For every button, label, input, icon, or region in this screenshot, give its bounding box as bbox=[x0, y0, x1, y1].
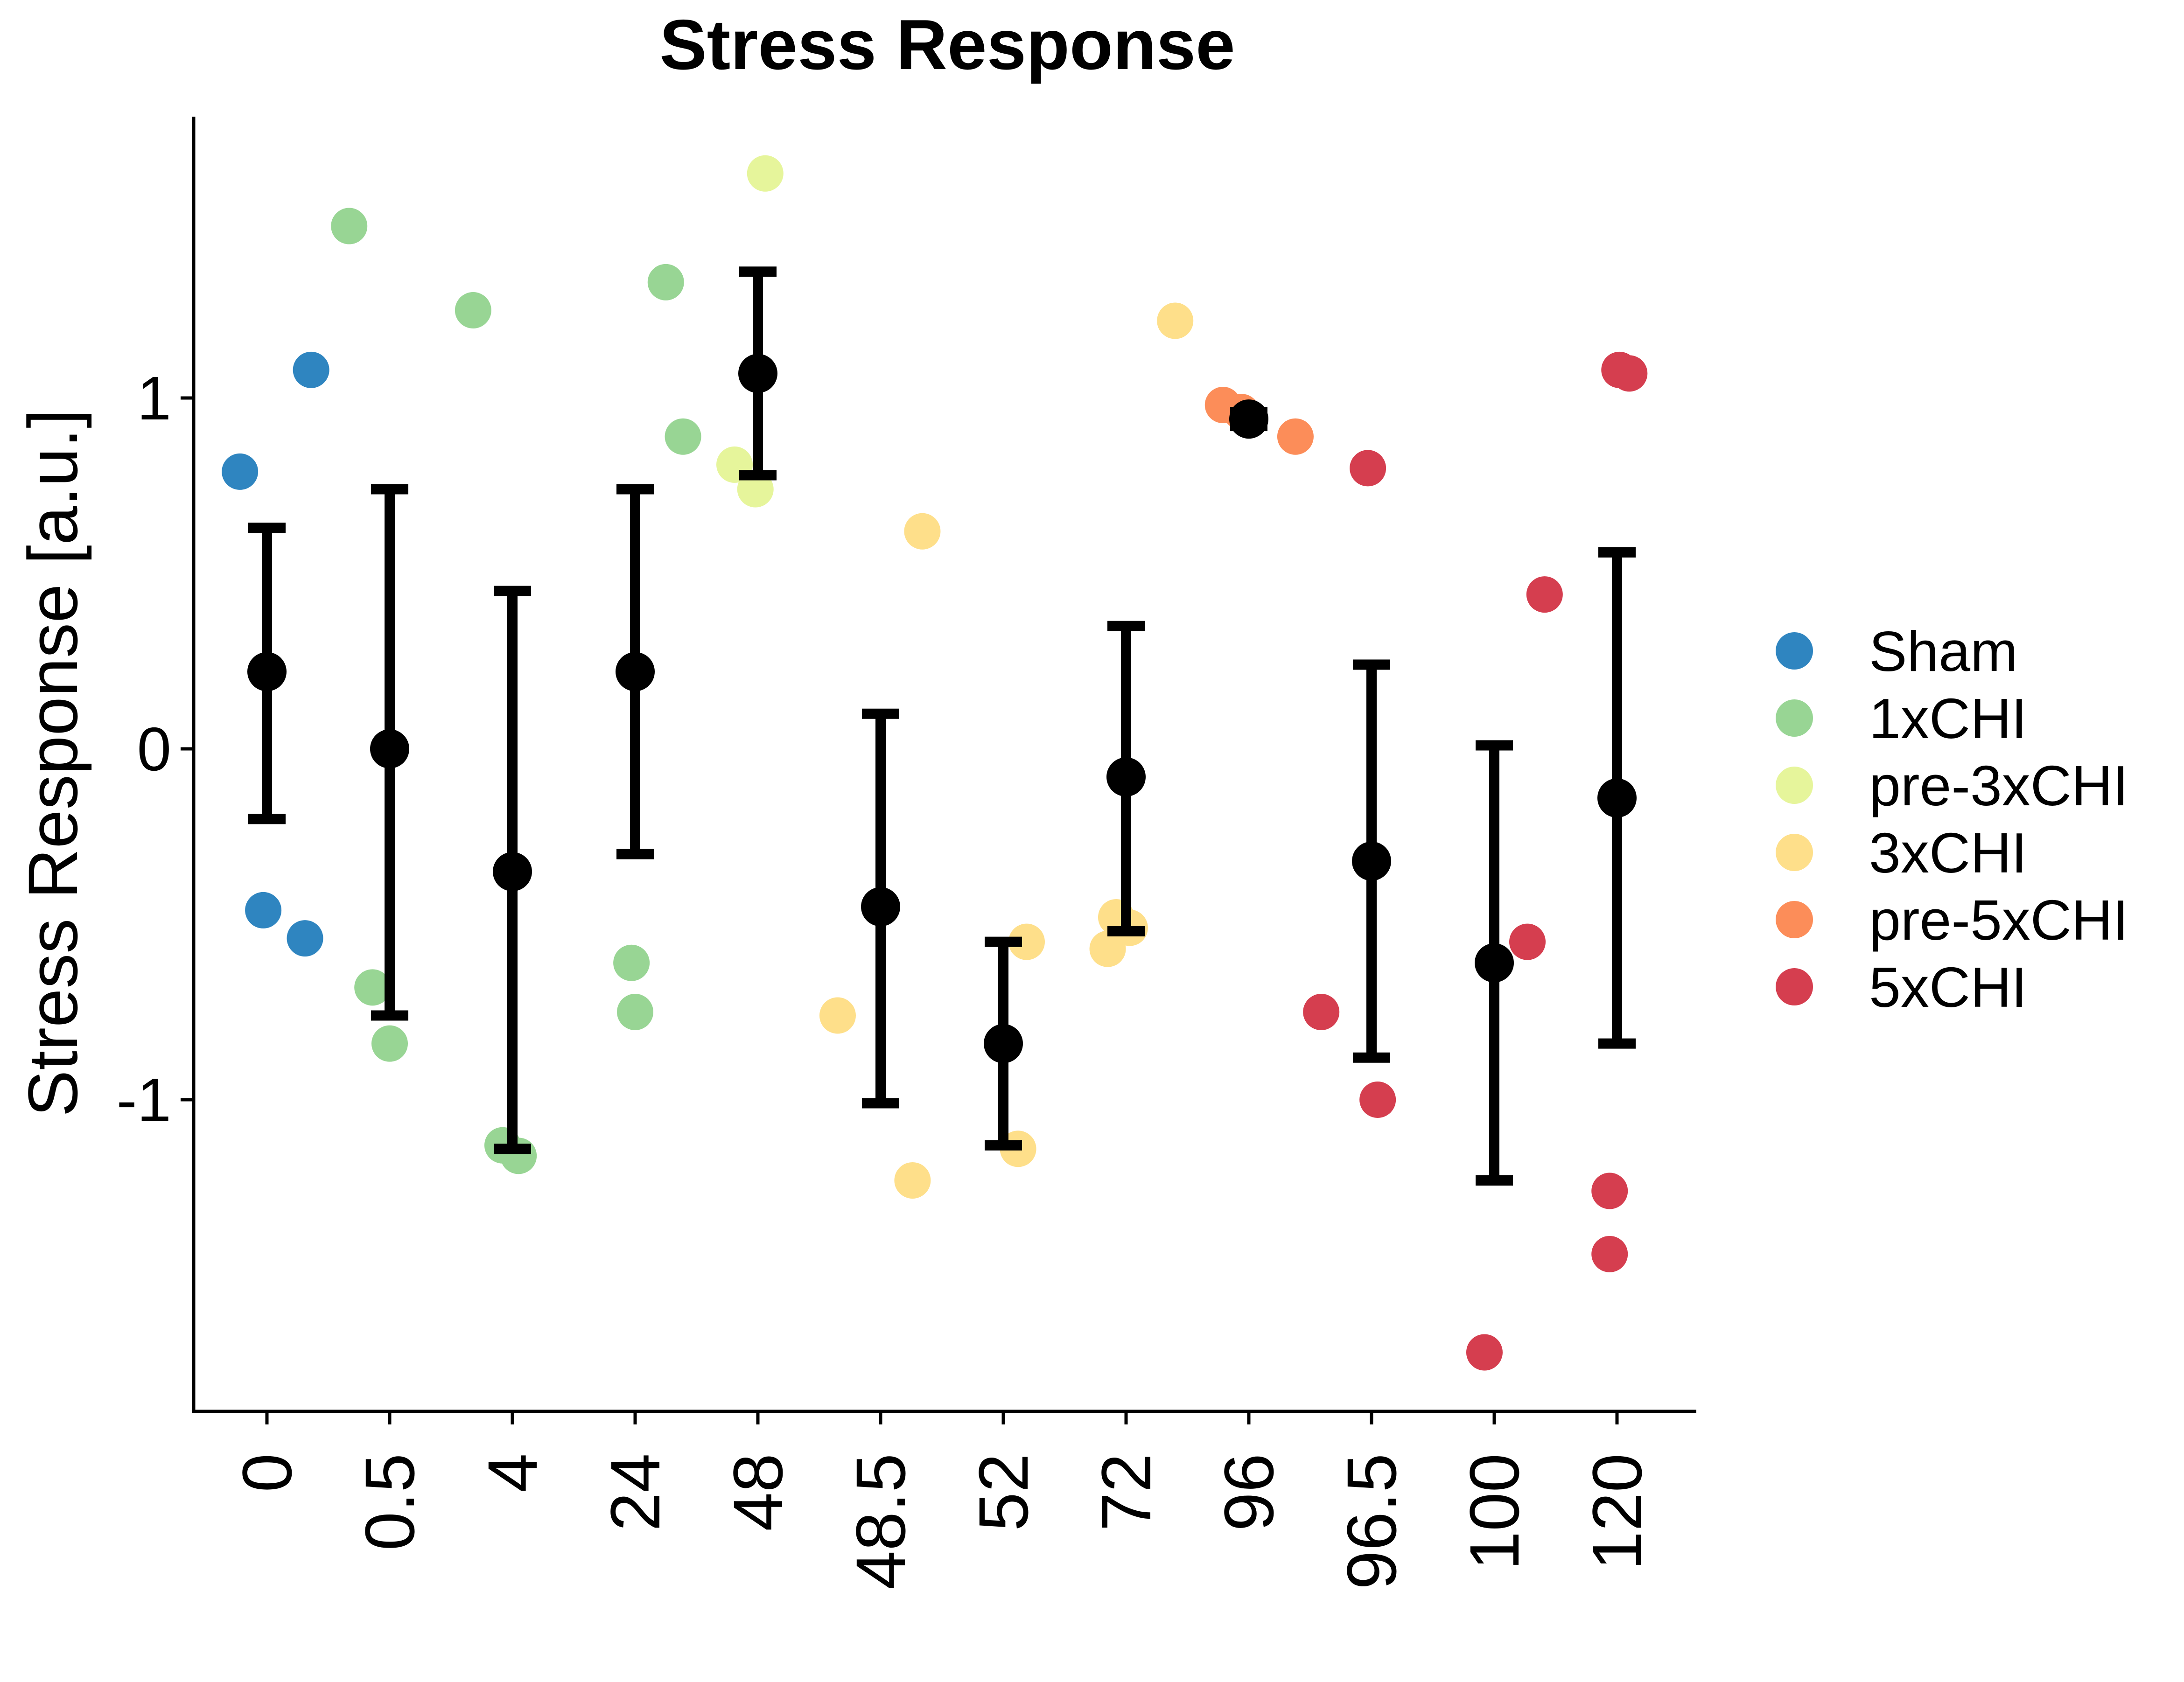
x-ticks: 0 0.5 4 24 48 48.5 52 72 96 96.5 100 120 bbox=[228, 1411, 1656, 1590]
data-point-3xCHI bbox=[1008, 923, 1045, 960]
x-tick-label: 48.5 bbox=[841, 1453, 920, 1590]
data-point-1xCHI bbox=[617, 994, 653, 1030]
data-point-5xCHI bbox=[1591, 1235, 1628, 1272]
legend-label: 1xCHI bbox=[1869, 687, 2027, 750]
mean-point bbox=[1352, 841, 1391, 881]
data-point-1xCHI bbox=[354, 969, 391, 1006]
mean-point bbox=[861, 887, 900, 927]
data-point-5xCHI bbox=[1591, 1173, 1628, 1209]
data-point-Sham bbox=[245, 892, 282, 928]
data-point-pre-5xCHI bbox=[1277, 418, 1314, 455]
data-point-1xCHI bbox=[500, 1138, 537, 1174]
x-tick-label: 24 bbox=[596, 1453, 674, 1531]
legend-swatch bbox=[1776, 699, 1813, 737]
mean-point bbox=[1597, 778, 1637, 818]
x-tick-label: 48 bbox=[719, 1453, 797, 1531]
legend-swatch bbox=[1776, 968, 1813, 1005]
data-point-1xCHI bbox=[371, 1025, 408, 1062]
x-tick-label: 0 bbox=[228, 1453, 306, 1492]
mean-point bbox=[1475, 943, 1514, 983]
x-tick-label: 120 bbox=[1578, 1453, 1656, 1570]
mean-point bbox=[493, 852, 532, 892]
error-bars bbox=[247, 266, 1637, 1186]
data-point-5xCHI bbox=[1303, 994, 1340, 1030]
y-tick-label: 0 bbox=[137, 715, 171, 783]
mean-point bbox=[1106, 757, 1146, 797]
mean-point bbox=[370, 729, 409, 768]
x-tick-label: 96 bbox=[1210, 1453, 1288, 1531]
data-point-Sham bbox=[287, 920, 323, 957]
legend-label: pre-3xCHI bbox=[1869, 754, 2128, 817]
axes bbox=[192, 117, 1696, 1413]
data-point-1xCHI bbox=[665, 418, 701, 455]
data-point-5xCHI bbox=[1359, 1082, 1396, 1118]
chart-title: Stress Response bbox=[659, 5, 1235, 84]
legend-label: 5xCHI bbox=[1869, 956, 2027, 1019]
mean-point bbox=[984, 1024, 1023, 1063]
x-tick-label: 0.5 bbox=[350, 1453, 429, 1551]
legend-label: Sham bbox=[1869, 620, 2018, 683]
y-ticks: -1 0 1 bbox=[117, 364, 194, 1134]
mean-point bbox=[1229, 399, 1268, 439]
mean-point bbox=[247, 652, 287, 691]
data-point-5xCHI bbox=[1466, 1334, 1503, 1371]
mean-point bbox=[616, 652, 655, 691]
data-point-pre-3xCHI bbox=[747, 155, 784, 192]
y-tick-label: -1 bbox=[117, 1066, 171, 1134]
x-tick-label: 100 bbox=[1455, 1453, 1533, 1570]
data-point-1xCHI bbox=[613, 944, 650, 981]
legend-label: pre-5xCHI bbox=[1869, 888, 2128, 952]
data-point-1xCHI bbox=[331, 208, 368, 244]
legend-swatch bbox=[1776, 901, 1813, 938]
x-tick-label: 96.5 bbox=[1332, 1453, 1411, 1590]
data-point-5xCHI bbox=[1509, 923, 1546, 960]
data-point-1xCHI bbox=[647, 264, 684, 300]
x-tick-label: 4 bbox=[473, 1453, 552, 1492]
data-point-5xCHI bbox=[1526, 576, 1563, 613]
legend-swatch bbox=[1776, 834, 1813, 871]
legend-swatch bbox=[1776, 632, 1813, 670]
data-point-5xCHI bbox=[1611, 355, 1648, 392]
data-point-1xCHI bbox=[455, 292, 491, 328]
legend-label: 3xCHI bbox=[1869, 821, 2027, 885]
data-point-3xCHI bbox=[904, 513, 941, 550]
x-tick-label: 52 bbox=[964, 1453, 1043, 1531]
data-point-Sham bbox=[222, 453, 259, 490]
data-point-Sham bbox=[293, 351, 329, 388]
data-point-5xCHI bbox=[1350, 450, 1386, 487]
mean-point bbox=[738, 354, 777, 393]
data-point-3xCHI bbox=[894, 1162, 931, 1199]
y-axis-label: Stress Response [a.u.] bbox=[14, 409, 92, 1117]
y-tick-label: 1 bbox=[137, 364, 171, 433]
x-tick-label: 72 bbox=[1087, 1453, 1165, 1531]
data-point-3xCHI bbox=[1157, 302, 1194, 339]
data-points bbox=[222, 155, 1648, 1371]
legend-swatch bbox=[1776, 767, 1813, 804]
data-point-3xCHI bbox=[819, 997, 856, 1034]
